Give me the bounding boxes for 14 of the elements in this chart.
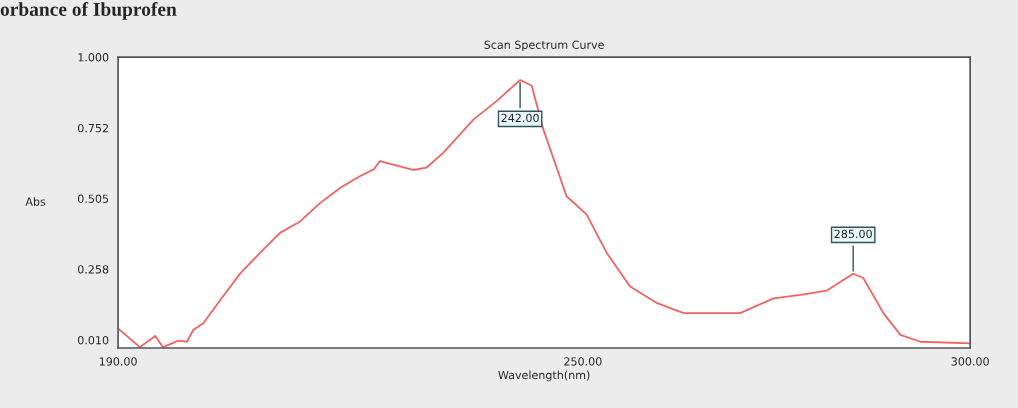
- x-tick-label: 250.00: [564, 357, 602, 366]
- y-tick-label: 0.258: [77, 265, 109, 274]
- y-tick-label: 0.010: [77, 336, 109, 345]
- y-tick-label: 0.752: [77, 123, 108, 133]
- x-tick-label: 300.00: [951, 357, 989, 366]
- y-tick-label: 0.505: [77, 194, 109, 203]
- annotation: 285.00: [834, 229, 872, 239]
- x-tick-label: 190.00: [99, 357, 137, 366]
- y-tick-label: 1.000: [78, 53, 109, 62]
- annotation: 242.00: [501, 113, 539, 123]
- chart-subtitle: Scan Spectrum Curve: [484, 40, 604, 52]
- y-axis-title: Abs: [25, 197, 46, 206]
- chart-title: orbance of Ibuprofen: [0, 2, 177, 20]
- x-axis-title: Wavelength(nm): [498, 370, 590, 382]
